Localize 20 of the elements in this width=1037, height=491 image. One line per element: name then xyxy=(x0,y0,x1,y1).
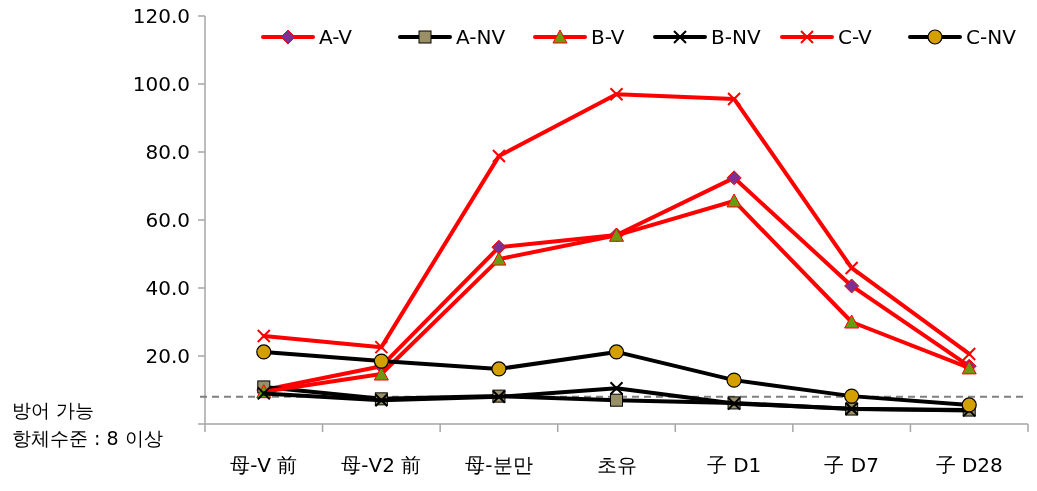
y-tick-label: 20.0 xyxy=(145,344,190,368)
x-tick-label: 母-분만 xyxy=(465,453,533,477)
x-tick-label: 초유 xyxy=(596,453,637,477)
y-tick-label: 100.0 xyxy=(132,72,190,96)
legend-label: C-NV xyxy=(966,25,1017,49)
x-tick-label: 子 D28 xyxy=(935,453,1003,477)
legend-label: B-V xyxy=(591,25,625,49)
y-tick-label: 80.0 xyxy=(145,140,190,164)
x-tick-label: 子 D1 xyxy=(706,453,762,477)
legend-label: A-V xyxy=(319,25,353,49)
y-tick-label: 40.0 xyxy=(145,276,190,300)
legend-label: C-V xyxy=(838,25,873,49)
x-tick-label: 母-V 前 xyxy=(230,453,298,477)
y-tick-label: 60.0 xyxy=(145,208,190,232)
legend-label: B-NV xyxy=(711,25,761,49)
ref-line-label: 방어 가능 항체수준 : 8 이상 xyxy=(12,398,163,449)
x-tick-label: 母-V2 前 xyxy=(341,453,422,477)
x-tick-label: 子 D7 xyxy=(824,453,879,477)
legend-label: A-NV xyxy=(456,25,506,49)
y-tick-label: 120.0 xyxy=(132,4,190,28)
